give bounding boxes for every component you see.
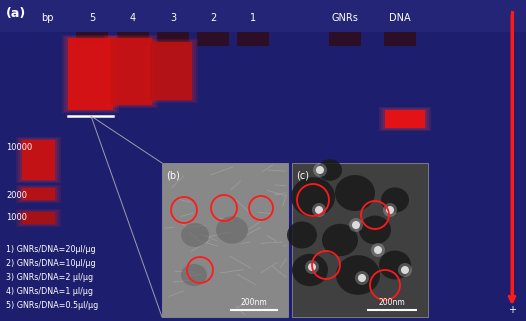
Bar [64,36,117,112]
Bar [148,41,194,101]
Bar [18,186,59,202]
Ellipse shape [335,175,375,211]
Ellipse shape [318,159,342,181]
Bar [0,0,526,32]
Circle shape [401,266,409,274]
Circle shape [398,263,412,277]
Circle shape [371,243,385,257]
Circle shape [374,246,382,254]
Ellipse shape [287,221,317,248]
Circle shape [352,221,360,229]
Text: 2: 2 [210,13,216,23]
Bar [146,40,196,102]
Circle shape [383,203,397,217]
Bar [16,185,61,203]
Bar [104,35,158,108]
Bar [381,108,429,130]
Text: 4) GNRs/DNA=1 μl/μg: 4) GNRs/DNA=1 μl/μg [6,287,93,296]
Bar [22,140,55,180]
Bar [162,163,288,317]
Bar [68,38,113,110]
Text: 1) GNRs/DNA=20μl/μg: 1) GNRs/DNA=20μl/μg [6,245,96,254]
Text: 4: 4 [130,13,136,23]
Bar [16,209,61,227]
Bar [20,187,57,201]
Bar [383,109,427,129]
Bar [62,35,119,113]
Text: 1000: 1000 [6,213,27,222]
Bar [117,32,149,46]
Ellipse shape [322,224,358,256]
Text: 5: 5 [89,13,95,23]
Ellipse shape [216,216,248,244]
Text: 200nm: 200nm [240,298,267,307]
Bar [110,38,152,105]
Bar [384,32,416,46]
Text: 10000: 10000 [6,143,32,152]
Bar [157,32,189,46]
Ellipse shape [181,223,209,247]
Ellipse shape [379,251,411,279]
Bar [20,139,57,181]
Text: DNA: DNA [389,13,411,23]
Text: 2000: 2000 [6,192,27,201]
Ellipse shape [292,254,328,286]
Ellipse shape [359,216,391,244]
Bar [20,211,57,225]
Bar [237,32,269,46]
Text: bp: bp [41,13,53,23]
Ellipse shape [336,255,380,295]
Text: +: + [508,305,516,315]
Circle shape [358,274,366,282]
Bar [292,163,428,317]
Circle shape [386,206,394,214]
Text: 3: 3 [170,13,176,23]
Circle shape [315,206,323,214]
Text: 5) GNRs/DNA=0.5μl/μg: 5) GNRs/DNA=0.5μl/μg [6,301,98,310]
Bar [18,138,59,182]
Circle shape [305,260,319,274]
Bar [76,32,108,46]
Bar [144,39,198,103]
Circle shape [355,271,369,285]
Ellipse shape [381,187,409,213]
Bar [197,32,229,46]
Text: (c): (c) [296,170,309,180]
Ellipse shape [291,177,335,217]
Bar [108,37,154,106]
Circle shape [349,218,363,232]
Circle shape [313,163,327,177]
Bar [16,137,61,183]
Circle shape [308,263,316,271]
Bar [329,32,361,46]
Text: 2) GNRs/DNA=10μl/μg: 2) GNRs/DNA=10μl/μg [6,259,96,268]
Circle shape [316,166,324,174]
Bar [18,210,59,226]
Text: GNRs: GNRs [331,13,358,23]
Bar [150,42,192,100]
Ellipse shape [181,264,207,286]
Bar [385,110,425,128]
Bar [22,188,55,200]
Text: 3) GNRs/DNA=2 μl/μg: 3) GNRs/DNA=2 μl/μg [6,273,93,282]
Bar [22,212,55,224]
Text: -: - [510,8,514,18]
Text: (a): (a) [6,7,26,21]
Text: 1: 1 [250,13,256,23]
Circle shape [312,203,326,217]
Bar [66,37,115,111]
Bar [106,36,156,107]
Text: 200nm: 200nm [379,298,406,307]
Bar [379,107,431,131]
Text: (b): (b) [166,170,180,180]
